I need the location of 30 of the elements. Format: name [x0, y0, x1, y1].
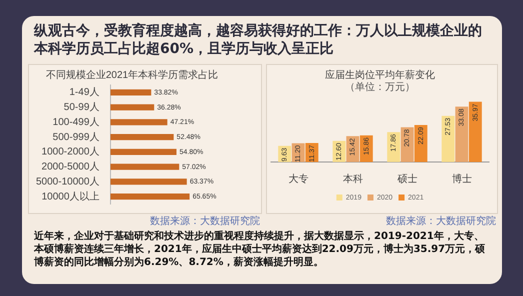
bar — [110, 134, 174, 140]
text: 纵观古今，受教育程度越高，越容易获得好的工作：万人以上规模企业的本科学历员工占比超60%，且学历与收入呈正比 — [34, 22, 483, 58]
bar — [110, 194, 190, 200]
bar — [110, 119, 168, 126]
bar — [110, 148, 176, 155]
bar — [442, 116, 455, 162]
source-note: 数据来源：大数据研究院 — [149, 214, 260, 228]
bar — [468, 102, 482, 162]
y-tick-label: 1000-2000人 — [42, 146, 100, 158]
bar — [110, 178, 187, 185]
y-tick-label: 10000人以上 — [42, 190, 100, 202]
y-tick-label: 1-49人 — [69, 87, 100, 98]
x-tick-label: 大专 — [288, 172, 308, 185]
source-note: 数据来源：大数据研究院 — [385, 214, 496, 228]
chart-title: 不同规模企业2021年本科学历需求占比 — [46, 68, 218, 81]
y-tick-label: 2000-5000人 — [42, 162, 100, 173]
x-tick-label: 博士 — [452, 172, 472, 185]
bar — [414, 125, 428, 162]
x-tick-label: 本科 — [342, 172, 363, 185]
bar — [110, 104, 154, 110]
y-tick-label: 5000-10000人 — [36, 176, 100, 188]
bar — [110, 89, 152, 96]
chart-title: 应届生岗位平均年薪变化 — [325, 68, 435, 81]
bar — [110, 164, 180, 170]
text: 近年来，企业对于基础研究和技术进步的重视程度持续提升，据大数据显示，2019-2021年，大专、本硕博薪资连续三年增长，2021年，应届生中硕士平均薪资达到22.09万元，博士为35.97万元，硕博薪资的同比增幅分别为6.29%、8.72%，薪资涨幅提升明显。 — [34, 230, 486, 269]
chart-subtitle: （单位：万元） — [345, 80, 415, 93]
y-tick-label: 50-99人 — [64, 102, 100, 114]
x-tick-label: 硕士 — [396, 172, 418, 185]
y-tick-label: 100-499人 — [52, 116, 100, 128]
y-tick-label: 500-999人 — [52, 132, 100, 143]
